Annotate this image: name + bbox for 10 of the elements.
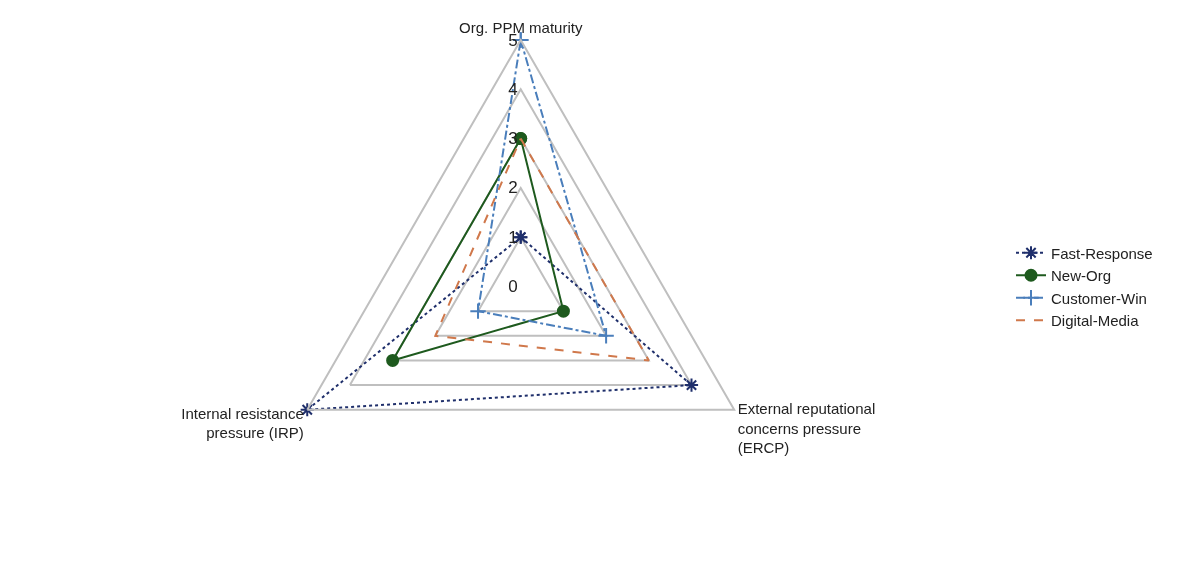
y-tick-label: 1 <box>508 227 518 247</box>
spoke-label: Internal resistance pressure (IRP) <box>181 404 304 442</box>
y-tick-label: 4 <box>508 79 518 99</box>
legend-label: New-Org <box>1051 267 1112 285</box>
spoke-label: External reputational concerns pressure (ERCP) <box>737 400 876 457</box>
y-tick-label: 2 <box>508 178 518 198</box>
legend-label: Fast-Response <box>1051 244 1153 262</box>
y-tick-label: 0 <box>508 277 518 297</box>
legend-label: Digital-Media <box>1051 312 1140 330</box>
legend-label: Customer-Win <box>1051 289 1147 307</box>
